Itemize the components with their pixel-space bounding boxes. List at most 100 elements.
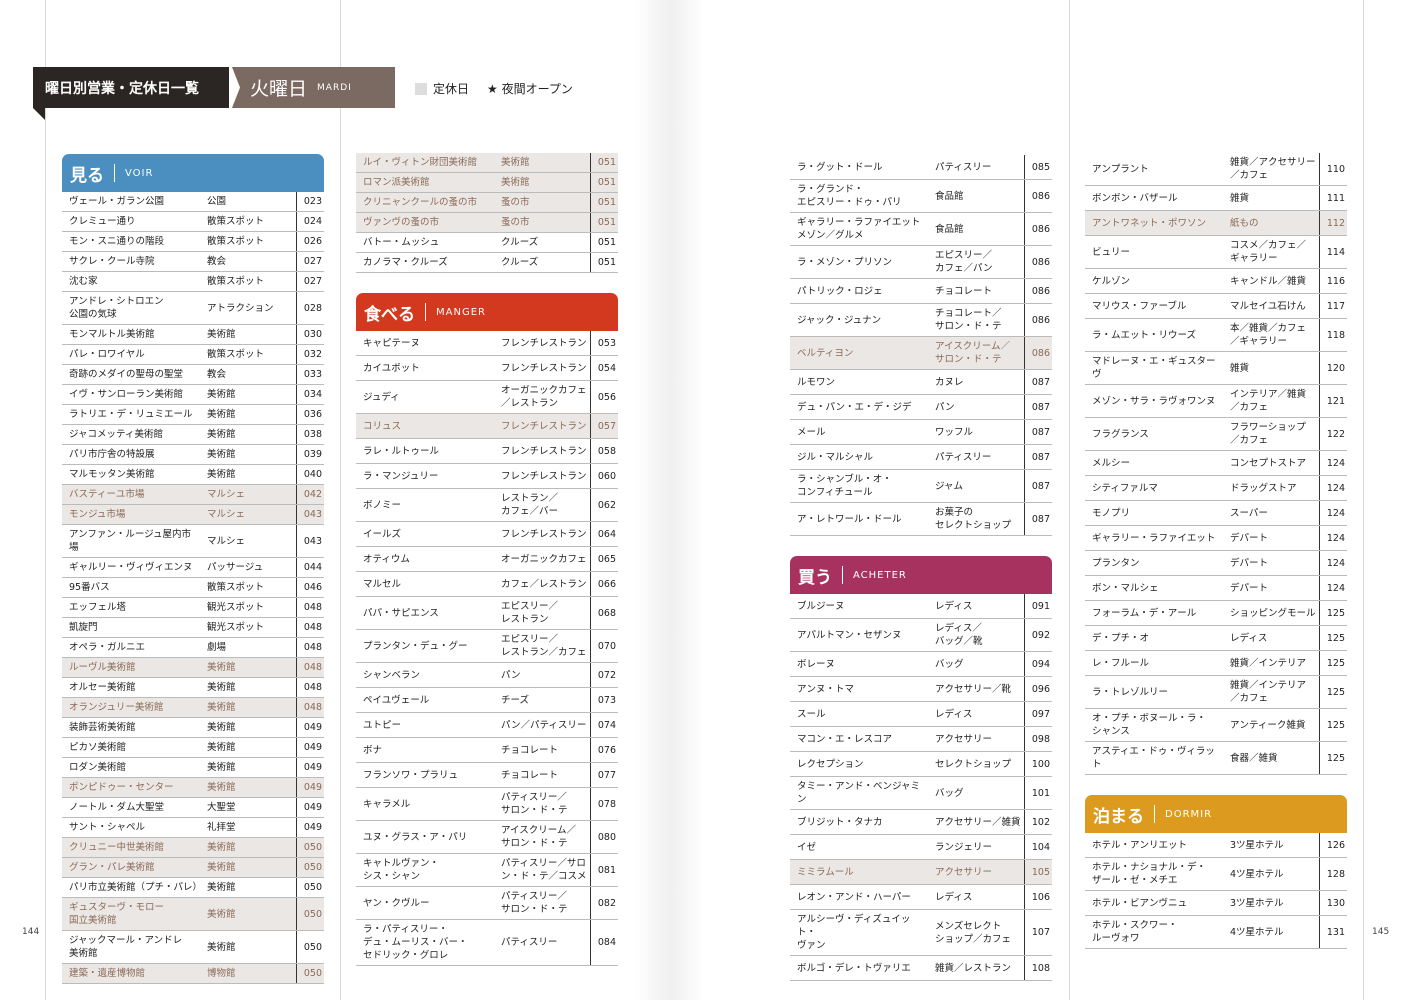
- section: ラ・グット・ドール パティスリー 085 ラ・グランド・ エピスリー・ドゥ・パリ 食品館…: [790, 155, 1052, 536]
- shop-name: マルモッタン美術館: [69, 469, 155, 480]
- page-ref: 060: [590, 464, 618, 488]
- shop-category: カヌレ: [935, 376, 964, 388]
- page-ref: 072: [590, 663, 618, 687]
- page-ref: 050: [296, 858, 324, 877]
- section: 泊まる DORMIR ホテル・アンリエット 3ツ星ホテル 126 ホテル・ナショナル・デ・…: [1085, 795, 1347, 949]
- shop-name: パリ市庁舎の特設展: [69, 449, 155, 460]
- shop-name: プランタン: [1092, 557, 1140, 569]
- list-row: ラ・グット・ドール パティスリー 085: [790, 155, 1052, 180]
- shop-category: アクセサリー／雑貨: [935, 816, 1021, 828]
- list-row: ホテル・ビアンヴニュ 3ツ星ホテル 130: [1085, 891, 1347, 916]
- shop-name: パレ・ロワイヤル: [69, 349, 145, 360]
- shop-category: ショッピングモール: [1230, 607, 1316, 619]
- page-ref: 077: [590, 763, 618, 787]
- shop-category: 雑貨: [1230, 362, 1250, 374]
- list-row: ボノミー レストラン／ カフェ／バー 062: [356, 489, 618, 522]
- shop-category: マルセイユ石けん: [1230, 300, 1306, 312]
- shop-name: オ・プチ・ボヌール・ラ・ シャンス: [1092, 713, 1207, 737]
- list-row: スール レディス 097: [790, 702, 1052, 727]
- page-ref: 043: [296, 505, 324, 524]
- page-ref: 131: [1319, 916, 1347, 948]
- page-ref: 122: [1319, 418, 1347, 450]
- page-ref: 043: [296, 525, 324, 557]
- shop-name: ベルティヨン: [797, 347, 854, 359]
- page-ref: 082: [590, 887, 618, 919]
- shop-name: ラ・ムエット・リウーズ: [1092, 329, 1197, 341]
- shop-name: アパルトマン・セザンヌ: [797, 629, 902, 641]
- shop-category: 散策スポット: [207, 582, 265, 593]
- shop-name: ラ・マンジュリー: [363, 470, 439, 482]
- shop-category: アンティーク雑貨: [1230, 719, 1306, 731]
- day: 火曜日: [250, 78, 308, 100]
- section: 見る VOIR ヴェール・ガラン公園 公園 023 クレミュー通り 散策スポット 024 モン・…: [62, 154, 324, 984]
- list-row: ボルゴ・デレ・トヴァリエ 雑貨／レストラン 108: [790, 956, 1052, 981]
- list-row: ヤン・クヴルー パティスリー／ サロン・ド・テ 082: [356, 887, 618, 920]
- separator: [842, 566, 843, 584]
- page-ref: 048: [296, 678, 324, 697]
- shop-name: クレミュー通り: [69, 216, 136, 227]
- list-row: グラン・パレ美術館 美術館 050: [62, 858, 324, 878]
- page-ref: 125: [1319, 601, 1347, 625]
- shop-category: マルシェ: [207, 535, 246, 547]
- shop-category: キャンドル／雑貨: [1230, 275, 1307, 287]
- shop-name: アンファン・ルージュ屋内市場: [69, 529, 191, 553]
- rule: [45, 0, 46, 1000]
- shop-name: パパ・サピエンス: [363, 607, 439, 619]
- page-ref: 078: [590, 788, 618, 820]
- shop-category: 雑貨／インテリア ／カフェ: [1230, 680, 1307, 704]
- shop-category: パティスリー／サロ ン・ド・テ／コスメ: [501, 858, 587, 882]
- page-ref: 124: [1319, 451, 1347, 475]
- list-row: パレ・ロワイヤル 散策スポット 032: [62, 345, 324, 365]
- shop-category: 食器／雑貨: [1230, 752, 1278, 764]
- shop-category: 美術館: [207, 908, 236, 920]
- shop-category: チョコレート／ サロン・ド・テ: [935, 308, 1002, 332]
- shop-category: チーズ: [501, 694, 530, 706]
- shop-category: デパート: [1230, 582, 1269, 594]
- page-ref: 107: [1024, 910, 1052, 955]
- shop-name: 沈む家: [69, 276, 98, 287]
- page-ref: 087: [1024, 445, 1052, 469]
- separator: [114, 164, 115, 182]
- list-row: ボレーヌ バッグ 094: [790, 652, 1052, 677]
- list-row: ジャック・ジュナン チョコレート／ サロン・ド・テ 086: [790, 304, 1052, 337]
- shop-category: 礼拝堂: [207, 822, 236, 833]
- page-ref: 036: [296, 405, 324, 424]
- shop-category: ワッフル: [935, 426, 974, 438]
- shop-name: シティファルマ: [1092, 482, 1158, 494]
- shop-category: コンセプトストア: [1230, 457, 1307, 469]
- page-ref: 030: [296, 325, 324, 344]
- separator: [1154, 805, 1155, 823]
- section-title: 食べる: [364, 304, 415, 325]
- page-ref: 130: [1319, 891, 1347, 915]
- section-subtitle: MANGER: [436, 306, 486, 318]
- list-row: 凱旋門 観光スポット 048: [62, 618, 324, 638]
- shop-name: ホテル・アンリエット: [1092, 839, 1188, 851]
- shop-name: ボレーヌ: [797, 658, 836, 670]
- list-row: ルーヴル美術館 美術館 048: [62, 658, 324, 678]
- shop-category: 教会: [207, 369, 227, 380]
- list-row: アルシーヴ・ディズュイット・ ヴァン メンズセレクト ショップ／カフェ 107: [790, 910, 1052, 956]
- shop-category: 美術館: [207, 329, 236, 340]
- page-ref: 039: [296, 445, 324, 464]
- shop-category: アトラクション: [207, 302, 274, 314]
- shop-name: フォーラム・デ・アール: [1092, 607, 1197, 619]
- list-row: カイユボット フレンチレストラン 054: [356, 356, 618, 381]
- shop-category: マルシェ: [207, 489, 246, 500]
- shop-name: オペラ・ガルニエ: [69, 642, 146, 653]
- shop-category: フレンチレストラン: [501, 420, 587, 432]
- shop-name: キャトルヴァン・ シス・シャン: [363, 858, 440, 882]
- list-row: ジャコメッティ美術館 美術館 038: [62, 425, 324, 445]
- shop-category: カフェ／レストラン: [501, 578, 587, 590]
- section-title: 買う: [798, 567, 832, 588]
- shop-name: イヴ・サンローラン美術館: [69, 389, 184, 400]
- shop-category: 4ツ星ホテル: [1230, 926, 1284, 938]
- list-row: ラ・シャンブル・オ・ コンフィチュール ジャム 087: [790, 470, 1052, 503]
- shop-name: ロダン美術館: [69, 762, 127, 773]
- list-row: マコン・エ・レスコア アクセサリー 098: [790, 727, 1052, 752]
- shop-name: ボンボン・バザール: [1092, 192, 1178, 204]
- shop-name: ラ・メゾン・プリソン: [797, 256, 893, 268]
- rule: [1069, 0, 1070, 1000]
- page-ref: 086: [1024, 279, 1052, 303]
- shop-name: ヴァンヴの蚤の市: [363, 217, 440, 228]
